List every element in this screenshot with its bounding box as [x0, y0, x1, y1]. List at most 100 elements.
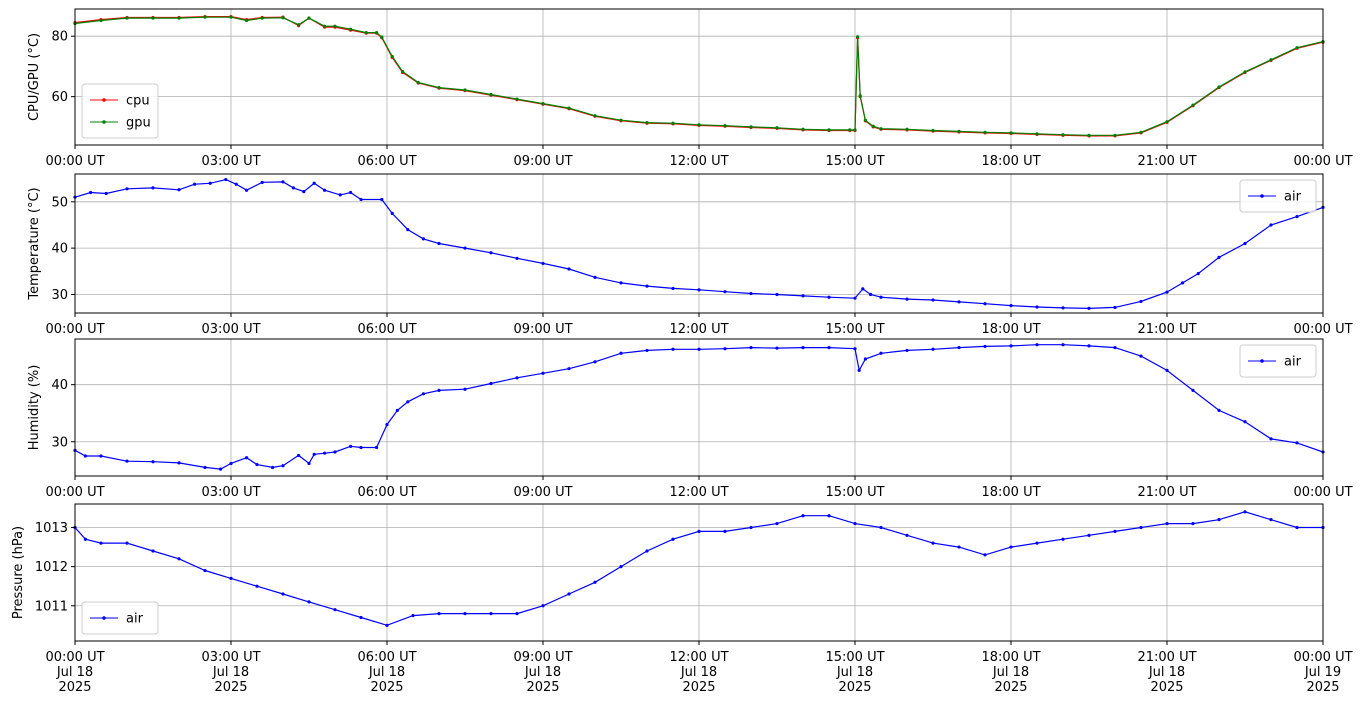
- data-point-air: [245, 456, 249, 460]
- data-point-gpu: [489, 92, 493, 97]
- data-point-air: [857, 368, 861, 372]
- x-tick-label: Jul 18: [368, 665, 405, 680]
- data-point-air: [567, 267, 571, 271]
- data-point-air: [697, 288, 701, 292]
- x-tick-label: 2025: [994, 680, 1027, 695]
- x-tick-label: 00:00 UT: [45, 154, 104, 169]
- y-tick-label: 80: [51, 30, 68, 45]
- data-point-gpu: [541, 101, 545, 106]
- x-tick-label: 21:00 UT: [1137, 322, 1196, 337]
- data-point-air: [1295, 525, 1299, 530]
- data-point-air: [645, 284, 649, 288]
- y-tick-label: 1012: [35, 560, 68, 575]
- x-tick-label: 06:00 UT: [357, 322, 416, 337]
- data-point-air: [879, 295, 883, 299]
- data-point-air: [1087, 306, 1091, 310]
- data-point-air: [801, 345, 805, 350]
- x-tick-label: 09:00 UT: [513, 650, 572, 665]
- data-point-air: [853, 521, 857, 526]
- data-point-air: [312, 181, 316, 185]
- x-tick-label: 21:00 UT: [1137, 650, 1196, 665]
- x-tick-label: 15:00 UT: [825, 154, 884, 169]
- data-point-air: [619, 351, 623, 355]
- data-point-gpu: [1269, 58, 1273, 62]
- data-point-gpu: [619, 118, 623, 122]
- data-point-air: [390, 211, 394, 215]
- y-axis-label: Temperature (°C): [27, 187, 42, 300]
- data-point-air: [421, 392, 425, 396]
- data-point-gpu: [463, 88, 467, 92]
- data-point-air: [957, 545, 961, 549]
- data-point-air: [291, 186, 295, 190]
- data-point-air: [224, 177, 228, 182]
- data-point-air: [395, 408, 399, 412]
- data-point-air: [775, 346, 779, 350]
- data-point-gpu: [1009, 131, 1013, 135]
- data-point-air: [827, 345, 831, 350]
- data-point-gpu: [437, 85, 441, 90]
- data-point-air: [380, 197, 384, 202]
- x-tick-label: Jul 18: [680, 665, 717, 680]
- data-point-gpu: [177, 16, 181, 20]
- data-point-air: [863, 357, 868, 361]
- data-point-gpu: [1035, 132, 1039, 136]
- data-point-gpu: [645, 121, 649, 125]
- data-point-air: [869, 292, 873, 297]
- data-point-air: [271, 465, 275, 470]
- data-point-air: [177, 557, 181, 561]
- data-point-air: [879, 525, 883, 530]
- data-point-air: [281, 180, 285, 184]
- data-point-air: [203, 465, 207, 470]
- x-tick-label: 21:00 UT: [1137, 154, 1196, 169]
- x-tick-label: Jul 18: [992, 665, 1029, 680]
- data-point-air: [406, 228, 410, 232]
- x-tick-label: 09:00 UT: [513, 154, 572, 169]
- x-tick-label: 06:00 UT: [357, 650, 416, 665]
- data-point-gpu: [801, 127, 805, 131]
- data-point-air: [1217, 518, 1221, 522]
- data-point-air: [957, 300, 961, 304]
- data-point-gpu: [364, 30, 368, 35]
- legend: air: [1239, 179, 1317, 213]
- data-point-air: [349, 444, 353, 448]
- panel-2: 30 40 50 00:00 UT 03:00 UT 06:00 UT 09:00 UT 12…: [27, 173, 1353, 337]
- data-point-air: [411, 613, 415, 618]
- x-tick-label: 18:00 UT: [981, 650, 1040, 665]
- x-tick-label: 00:00 UT: [45, 322, 104, 337]
- x-tick-label: 00:00 UT: [1293, 650, 1352, 665]
- data-point-air: [1269, 437, 1273, 441]
- data-point-air: [593, 360, 597, 364]
- data-point-air: [193, 182, 197, 186]
- data-point-gpu: [307, 16, 311, 20]
- data-point-air: [853, 296, 857, 300]
- data-point-air: [723, 290, 727, 294]
- data-point-air: [905, 533, 909, 537]
- legend: cpu gpu: [81, 83, 159, 139]
- data-point-gpu: [1113, 133, 1117, 137]
- x-tick-label: 12:00 UT: [669, 154, 728, 169]
- y-tick-label: 40: [51, 378, 68, 393]
- x-tick-label: 03:00 UT: [201, 154, 260, 169]
- data-point-gpu: [853, 128, 857, 132]
- data-point-air: [1181, 281, 1185, 285]
- data-point-gpu: [1087, 133, 1091, 137]
- data-point-air: [1243, 510, 1247, 514]
- legend: air: [81, 601, 159, 635]
- data-point-air: [593, 275, 597, 279]
- data-point-air: [177, 461, 181, 465]
- data-point-air: [151, 549, 155, 553]
- data-point-air: [151, 460, 155, 464]
- x-tick-label: 00:00 UT: [1293, 322, 1352, 337]
- data-point-air: [1165, 521, 1169, 526]
- data-point-air: [323, 188, 327, 192]
- data-point-gpu: [125, 16, 129, 20]
- data-point-gpu: [151, 16, 155, 20]
- data-point-gpu: [1061, 133, 1065, 137]
- data-point-air: [1269, 518, 1273, 522]
- x-tick-label: 06:00 UT: [357, 154, 416, 169]
- x-tick-label: 03:00 UT: [201, 650, 260, 665]
- x-tick-label: Jul 18: [212, 665, 249, 680]
- data-point-air: [463, 246, 467, 250]
- legend-marker-cpu: [102, 98, 106, 102]
